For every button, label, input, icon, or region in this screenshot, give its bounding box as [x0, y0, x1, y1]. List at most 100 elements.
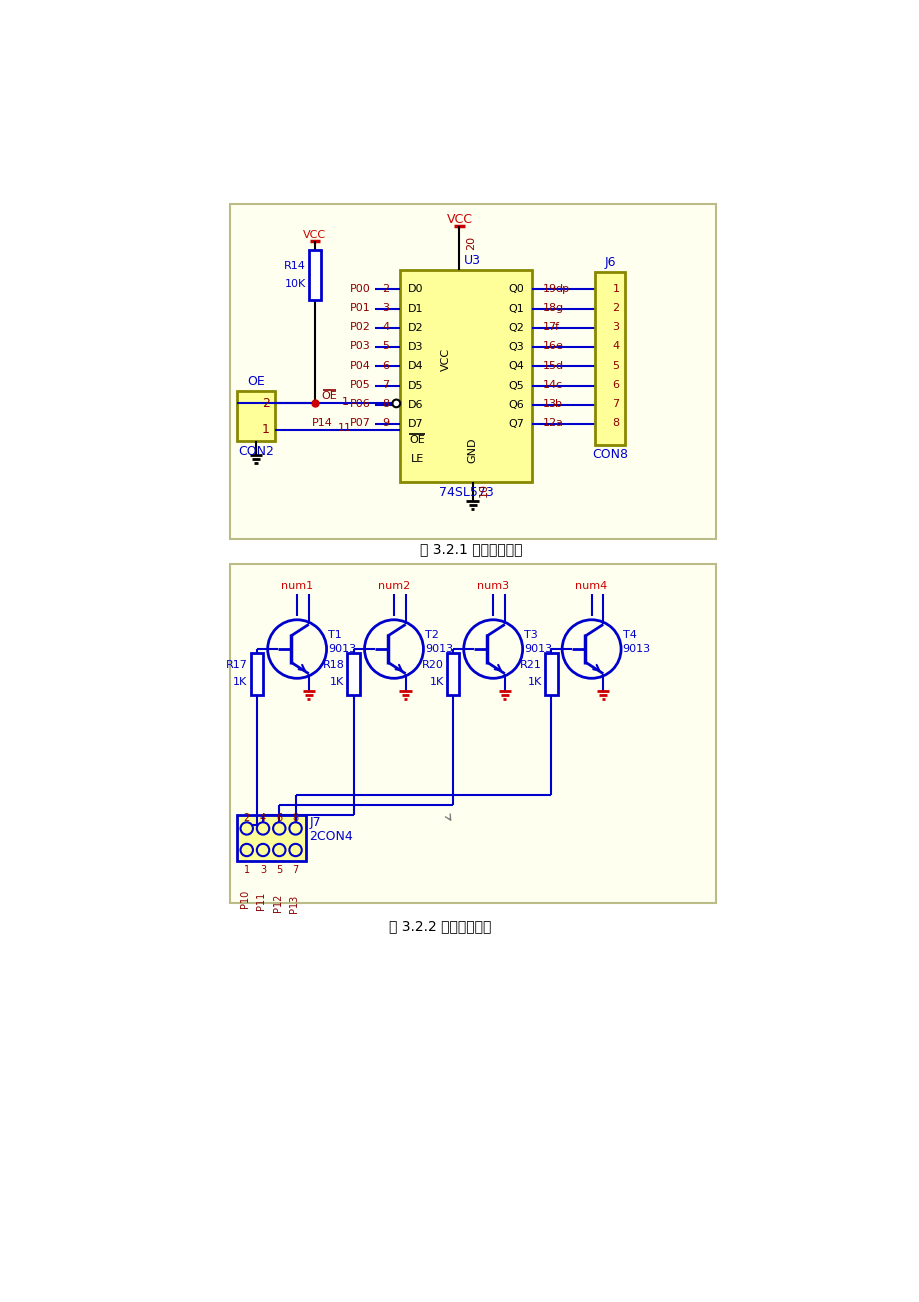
Text: J6: J6: [604, 256, 616, 270]
Text: 12: 12: [542, 418, 556, 428]
Text: 图 3.2.2 数码管位驱动: 图 3.2.2 数码管位驱动: [389, 919, 491, 934]
Text: J7: J7: [309, 816, 321, 829]
Text: 2CON4: 2CON4: [309, 829, 353, 842]
Text: P04: P04: [349, 361, 370, 371]
Text: R17: R17: [225, 660, 247, 671]
Text: D3: D3: [407, 342, 423, 353]
Text: Q6: Q6: [508, 400, 524, 410]
Bar: [250, 652, 263, 695]
Text: 16: 16: [542, 341, 556, 352]
Text: Q5: Q5: [508, 380, 524, 391]
Bar: [595, 272, 624, 445]
Text: 13: 13: [542, 400, 556, 409]
Text: 1: 1: [262, 423, 269, 436]
Bar: [237, 391, 275, 441]
Text: 5: 5: [612, 361, 618, 371]
Text: Q0: Q0: [508, 284, 524, 294]
Text: P12: P12: [272, 893, 282, 911]
Text: GND: GND: [467, 437, 477, 464]
Text: R18: R18: [323, 660, 344, 671]
Text: U3: U3: [464, 254, 481, 267]
Text: Q7: Q7: [508, 419, 524, 430]
Text: P00: P00: [349, 284, 370, 294]
Text: 4: 4: [260, 814, 266, 823]
Text: 4: 4: [381, 322, 389, 332]
Text: 1K: 1K: [429, 677, 443, 687]
Text: 17: 17: [542, 322, 556, 332]
Text: VCC: VCC: [446, 214, 472, 225]
Text: P13: P13: [289, 894, 299, 913]
Text: OE: OE: [322, 391, 337, 401]
Text: 1: 1: [244, 865, 250, 875]
Circle shape: [240, 844, 253, 857]
Text: 2: 2: [244, 814, 250, 823]
Circle shape: [289, 844, 301, 857]
Text: 6: 6: [382, 361, 389, 371]
Text: P01: P01: [349, 303, 370, 312]
Text: 5: 5: [276, 865, 282, 875]
Text: Q2: Q2: [508, 323, 524, 333]
Text: 8: 8: [292, 814, 299, 823]
Text: D1: D1: [407, 303, 423, 314]
Text: P10: P10: [240, 891, 250, 909]
Bar: [309, 250, 321, 301]
Text: 2: 2: [381, 284, 389, 294]
Text: 1K: 1K: [330, 677, 344, 687]
Circle shape: [392, 400, 400, 408]
Text: 8: 8: [612, 418, 618, 428]
Text: P07: P07: [349, 418, 370, 428]
Text: VCC: VCC: [303, 229, 326, 240]
Circle shape: [256, 844, 269, 857]
Text: D7: D7: [407, 419, 423, 430]
Text: num3: num3: [477, 581, 509, 591]
Text: D4: D4: [407, 362, 423, 371]
Text: D2: D2: [407, 323, 423, 333]
Bar: [447, 652, 459, 695]
Text: P11: P11: [256, 892, 267, 910]
Text: P03: P03: [349, 341, 370, 352]
Text: 5: 5: [382, 341, 389, 352]
Text: 11: 11: [338, 423, 352, 434]
Text: 9013: 9013: [524, 644, 551, 654]
Text: Q1: Q1: [508, 303, 524, 314]
Text: 19: 19: [542, 284, 556, 294]
Text: 1K: 1K: [233, 677, 247, 687]
Text: dp: dp: [554, 284, 569, 294]
Bar: [545, 652, 557, 695]
Text: T4: T4: [622, 630, 636, 641]
Text: b: b: [554, 400, 562, 409]
Text: 20: 20: [465, 236, 475, 250]
Text: OE: OE: [409, 435, 425, 444]
Bar: [347, 652, 359, 695]
Text: T3: T3: [524, 630, 538, 641]
Text: d: d: [554, 361, 562, 371]
Text: 2: 2: [612, 303, 618, 312]
Text: D6: D6: [407, 400, 423, 410]
Circle shape: [256, 823, 269, 835]
Text: R14: R14: [283, 260, 305, 271]
Text: OE: OE: [247, 375, 265, 388]
Text: 9013: 9013: [425, 644, 453, 654]
Text: 7: 7: [292, 865, 299, 875]
Text: e: e: [554, 341, 562, 352]
Text: R21: R21: [519, 660, 541, 671]
Text: 14: 14: [542, 380, 556, 389]
Text: 3: 3: [382, 303, 389, 312]
Text: T1: T1: [328, 630, 342, 641]
Text: 2: 2: [262, 397, 269, 410]
Bar: [400, 271, 531, 482]
Text: P05: P05: [349, 380, 370, 389]
Text: LE: LE: [410, 454, 424, 464]
Text: Q4: Q4: [508, 362, 524, 371]
Circle shape: [273, 844, 285, 857]
Bar: [230, 564, 716, 904]
Text: R20: R20: [421, 660, 443, 671]
Text: 1: 1: [612, 284, 618, 294]
Text: P14: P14: [312, 418, 332, 427]
Text: num1: num1: [281, 581, 312, 591]
Text: num4: num4: [575, 581, 607, 591]
Text: 15: 15: [542, 361, 556, 371]
Text: 图 3.2.1 数码管段驱动: 图 3.2.1 数码管段驱动: [420, 542, 522, 556]
Text: 3: 3: [260, 865, 266, 875]
Bar: [230, 204, 716, 539]
